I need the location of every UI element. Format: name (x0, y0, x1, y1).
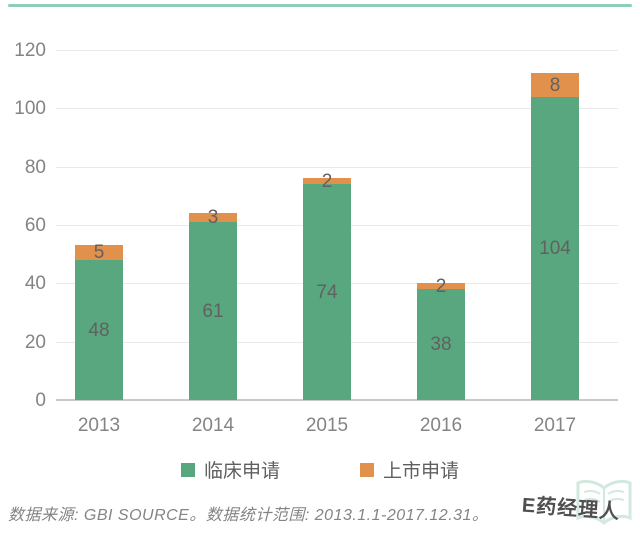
bar-value-label-2015-marketing: 2 (321, 170, 333, 192)
legend-item-clinical: 临床申请 (180, 456, 280, 483)
bar-value-label-2014-clinical: 61 (202, 300, 224, 322)
bar-segment-2013-marketing (75, 245, 123, 260)
x-tick-label-2013: 2013 (77, 415, 121, 436)
legend-item-marketing: 上市申请 (360, 456, 459, 483)
x-tick-label-2015: 2015 (305, 415, 349, 436)
bar-value-label-2016-marketing: 2 (435, 275, 447, 297)
bar-segment-2014-clinical (189, 222, 237, 400)
data-source-note: 数据来源: GBI SOURCE。数据统计范围: 2013.1.1-2017.1… (8, 507, 489, 524)
watermark: E药经理人 (464, 479, 634, 532)
x-tick-label-2014: 2014 (191, 415, 235, 436)
y-tick-label-120: 120 (14, 40, 46, 61)
bar-value-label-2015-clinical: 74 (316, 281, 338, 303)
legend-swatch-icon (180, 462, 195, 477)
bar-segment-2013-clinical (75, 260, 123, 400)
open-book-icon (576, 479, 632, 525)
bar-segment-2017-clinical (531, 96, 579, 400)
y-tick-label-40: 40 (24, 273, 46, 295)
gridline-y-80 (56, 166, 618, 168)
legend-swatch-icon (360, 462, 374, 477)
y-tick-label-0: 0 (35, 390, 46, 411)
top-divider-rule (8, 4, 632, 7)
y-tick-label-80: 80 (24, 156, 46, 178)
x-axis-line (56, 399, 618, 401)
bar-segment-2014-marketing (189, 213, 237, 223)
x-tick-label-2016: 2016 (419, 415, 463, 436)
bar-value-label-2017-marketing: 8 (549, 74, 561, 96)
bar-segment-2015-clinical (303, 184, 351, 400)
watermark-brand-text: E药经理人 (520, 494, 621, 524)
y-tick-label-100: 100 (14, 98, 46, 120)
bar-value-label-2013-clinical: 48 (88, 319, 110, 341)
y-tick-label-60: 60 (24, 215, 46, 236)
gridline-y-120 (56, 50, 618, 51)
bar-segment-2017-marketing (531, 73, 579, 97)
legend-label: 临床申请 (203, 461, 280, 482)
y-tick-label-20: 20 (24, 331, 46, 353)
bar-segment-2016-marketing (417, 283, 465, 290)
bar-segment-2016-clinical (417, 289, 465, 400)
legend-label: 上市申请 (383, 461, 460, 482)
bar-value-label-2014-marketing: 3 (207, 207, 219, 229)
bar-value-label-2013-marketing: 5 (93, 242, 105, 264)
gridline-y-100 (56, 108, 618, 110)
bar-value-label-2016-clinical: 38 (430, 334, 452, 356)
chart-legend: 临床申请 上市申请 (0, 456, 640, 483)
x-tick-label-2017: 2017 (533, 415, 577, 436)
bar-value-label-2017-clinical: 104 (539, 237, 571, 259)
bar-segment-2015-marketing (303, 178, 351, 185)
